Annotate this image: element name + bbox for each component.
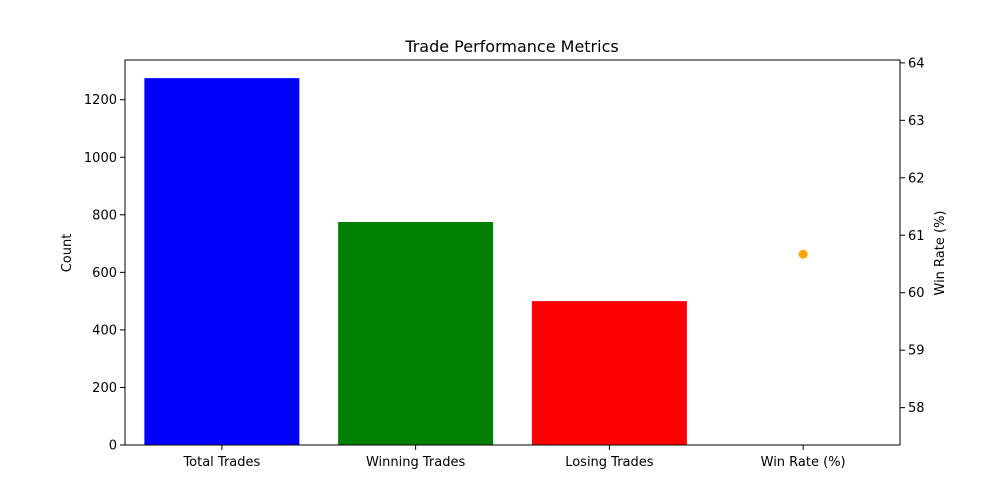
y-tick-label: 200 [92,381,117,396]
left-axis: 0 200 400 600 800 1000 1200 [84,93,125,454]
y2-tick-label: 60 [908,286,925,301]
y2-tick-label: 63 [908,114,925,129]
y2-tick-label: 64 [908,56,925,71]
y-axis-title: Count [60,234,75,273]
y2-axis-title: Win Rate (%) [933,211,948,296]
y-tick-label: 1000 [84,151,117,166]
y-tick-label: 0 [109,439,117,454]
plot-frame [124,59,901,446]
x-tick-label: Total Trades [182,455,260,470]
x-tick-label: Losing Trades [565,455,654,470]
y-tick-label: 400 [92,323,117,338]
y-tick-label: 1200 [84,93,117,108]
x-tick-label: Winning Trades [366,455,465,470]
bar-total-trades [144,78,300,445]
y2-tick-label: 61 [908,229,925,244]
chart-title: Trade Performance Metrics [404,37,618,56]
y2-tick-label: 62 [908,171,925,186]
bar-losing-trades [531,301,687,445]
y2-tick-label: 58 [908,401,925,416]
point-win-rate [798,249,808,259]
points-layer [798,249,808,259]
x-axis: Total Trades Winning Trades Losing Trades W… [182,445,846,470]
y2-tick-label: 59 [908,344,925,359]
bars-layer [144,78,687,445]
right-axis: 58 59 60 61 62 63 64 [900,56,925,416]
y-tick-label: 600 [92,266,117,281]
x-tick-label: Win Rate (%) [761,455,846,470]
y-tick-label: 800 [92,208,117,223]
bar-winning-trades [338,222,494,445]
